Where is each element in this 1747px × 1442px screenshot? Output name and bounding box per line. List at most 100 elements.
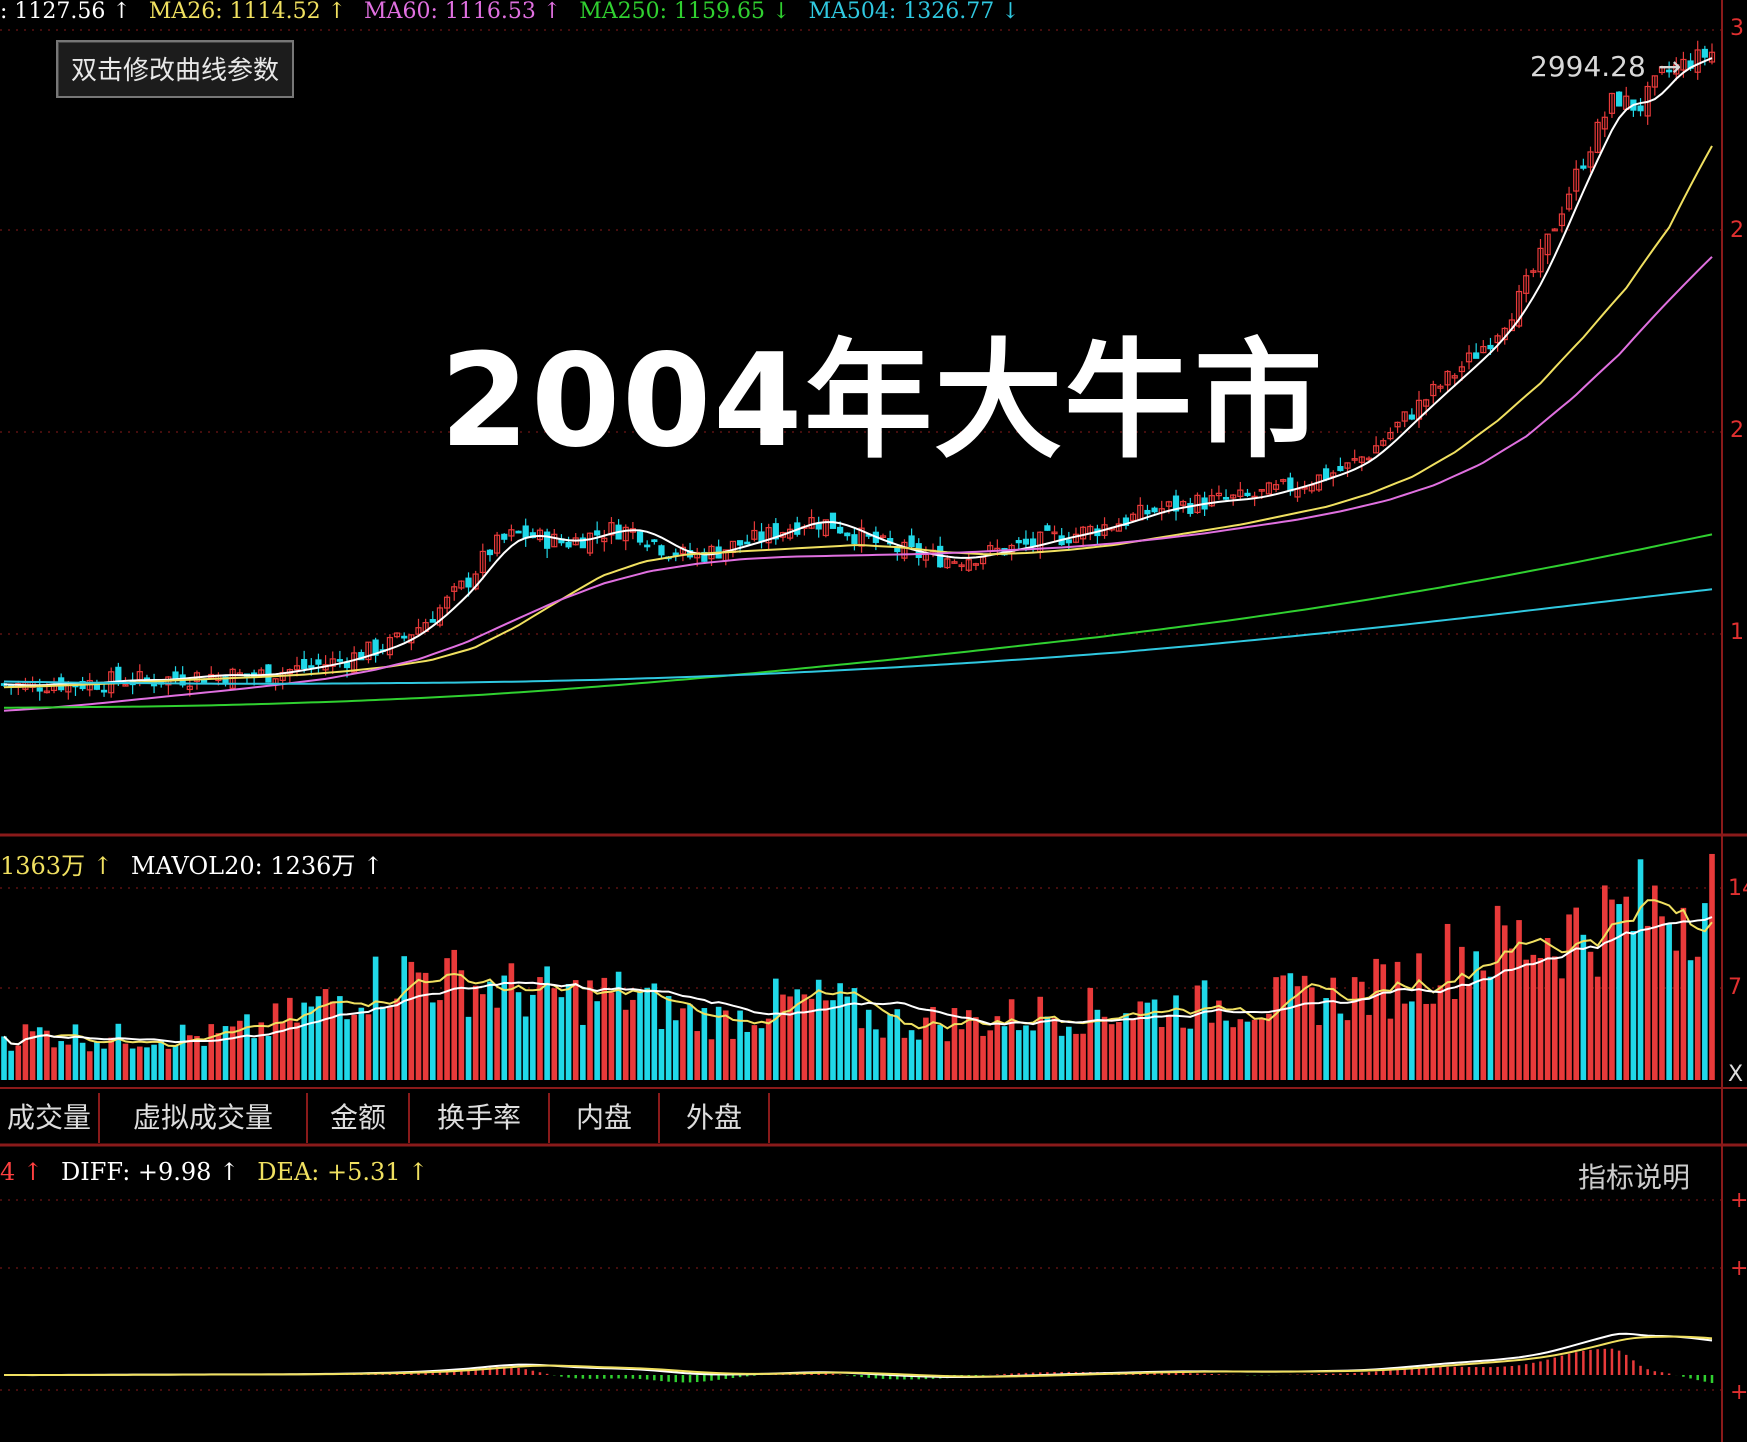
candle-body: [1451, 375, 1458, 379]
volume-bar: [1151, 999, 1158, 1080]
volume-bar: [1266, 1013, 1272, 1080]
volume-bar: [908, 1030, 915, 1080]
candle-body: [1458, 366, 1465, 373]
candle-body: [1580, 165, 1587, 169]
vol-item: 1363万 ↑: [0, 852, 113, 880]
volume-bar: [237, 1020, 243, 1080]
volume-bar: [136, 1046, 143, 1080]
volume-bar: [808, 998, 815, 1080]
volume-bar: [1680, 907, 1687, 1080]
volume-bar: [594, 1001, 600, 1080]
candle-body: [1215, 492, 1222, 497]
candle-body: [1080, 526, 1087, 540]
volume-bar: [694, 1031, 701, 1080]
volume-bar: [1544, 938, 1551, 1080]
volume-bar: [44, 1030, 50, 1080]
candle-body: [1465, 352, 1473, 363]
volume-bar: [1208, 1022, 1215, 1080]
macd-axis-tick: +: [1730, 1256, 1747, 1281]
candle-body: [1151, 507, 1158, 513]
tab-volume[interactable]: 成交量: [0, 1093, 100, 1143]
volume-bar: [1273, 977, 1279, 1080]
volume-bar: [272, 1003, 279, 1080]
volume-bar: [1487, 976, 1494, 1080]
candle-body: [186, 685, 193, 691]
candle-body: [1387, 431, 1394, 440]
volume-bar: [758, 1028, 765, 1080]
volume-bar: [1551, 956, 1558, 1080]
tab-outer-volume[interactable]: 外盘: [660, 1093, 770, 1143]
indicator-help-link[interactable]: 指标说明: [1578, 1161, 1691, 1194]
candle-body: [1437, 385, 1444, 389]
volume-bar: [1158, 1027, 1165, 1080]
volume-bar: [658, 1029, 665, 1080]
volume-bar: [251, 1038, 257, 1080]
candle-body: [472, 573, 479, 590]
volume-bar: [951, 1008, 958, 1080]
candle-body: [308, 665, 315, 668]
tab-inner-volume[interactable]: 内盘: [550, 1093, 660, 1143]
volume-bar: [65, 1044, 72, 1080]
volume-bar: [1594, 976, 1601, 1080]
volume-bar: [1430, 1003, 1437, 1080]
volume-bar: [1194, 985, 1201, 1080]
ma-legend: : 1127.56 ↑ MA26: 1114.52 ↑ MA60: 1116.53 …: [0, 0, 1038, 26]
volume-bar: [1030, 1030, 1036, 1080]
volume-bar: [1444, 923, 1451, 1080]
volume-bar: [1280, 975, 1287, 1080]
volume-bar: [279, 1021, 286, 1080]
candle-body: [1651, 75, 1658, 88]
candle-body: [172, 671, 179, 680]
volume-bar: [322, 989, 329, 1080]
candle-body: [1380, 440, 1387, 446]
volume-bar: [894, 1009, 901, 1080]
macd-item: 4 ↑: [0, 1158, 44, 1186]
volume-bar: [1037, 996, 1044, 1080]
volume-bar: [1337, 1013, 1344, 1080]
tab-amount[interactable]: 金额: [308, 1093, 410, 1143]
volume-bar: [1373, 958, 1379, 1080]
volume-bar: [794, 989, 801, 1080]
volume-bar: [1587, 951, 1594, 1080]
ma-item: MA26: 1114.52 ↑: [148, 0, 347, 24]
edit-params-button[interactable]: 双击修改曲线参数: [56, 40, 294, 98]
volume-bar: [1673, 950, 1680, 1080]
candle-body: [515, 530, 522, 534]
volume-bar: [1344, 1020, 1351, 1080]
tab-virtual-volume[interactable]: 虚拟成交量: [100, 1093, 308, 1143]
volume-bar: [208, 1024, 215, 1080]
volume-bar: [608, 992, 615, 1080]
volume-bar: [494, 1007, 500, 1080]
volume-bar: [401, 956, 408, 1080]
candle-body: [1594, 121, 1601, 153]
volume-bar: [522, 1016, 529, 1080]
candle-body: [1608, 92, 1616, 114]
volume-bar: [823, 1000, 829, 1080]
candle-body: [1658, 66, 1666, 74]
macd-axis-tick: +: [1730, 1380, 1747, 1405]
volume-bar: [1201, 980, 1208, 1080]
candle-body: [1165, 501, 1172, 507]
candle-body: [1408, 414, 1415, 420]
candle-body: [1423, 399, 1430, 407]
volume-bar: [387, 1006, 393, 1080]
volume-bar: [773, 978, 779, 1080]
volume-bar: [1473, 951, 1479, 1080]
candle-body: [972, 563, 980, 566]
candle-body: [851, 534, 858, 545]
ma-line-ma504: [3, 588, 1713, 685]
candle-body: [565, 541, 572, 548]
volume-bar: [644, 987, 650, 1080]
volume-bar: [437, 1000, 443, 1080]
volume-bar: [687, 1004, 693, 1080]
candle-body: [1351, 458, 1358, 461]
volume-bar: [229, 1026, 236, 1080]
tab-turnover[interactable]: 换手率: [410, 1093, 550, 1143]
volume-bar: [1416, 953, 1422, 1080]
volume-bar: [1130, 1018, 1136, 1080]
volume-bar: [987, 1030, 994, 1080]
candle-body: [1280, 479, 1287, 482]
volume-bar: [1387, 1018, 1394, 1080]
volume-bar: [144, 1047, 150, 1080]
